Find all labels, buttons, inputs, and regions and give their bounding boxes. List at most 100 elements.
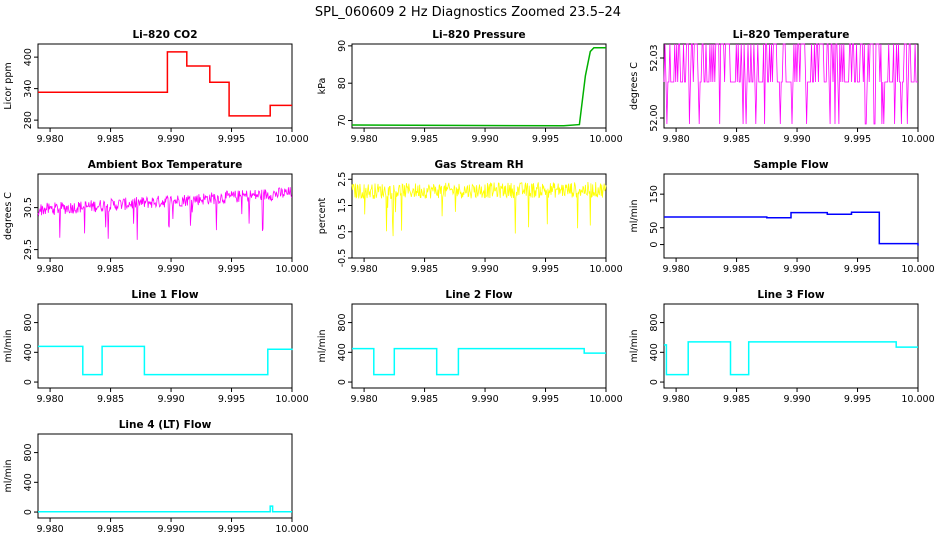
x-tick-label: 9.980 <box>662 264 689 275</box>
y-tick-label: 0.5 <box>337 224 348 239</box>
x-tick-label: 9.995 <box>532 394 559 405</box>
plot-frame <box>663 173 919 259</box>
panel-title: Li–820 CO2 <box>132 29 197 41</box>
x-tick-label: 10.000 <box>275 524 308 535</box>
series-line <box>352 347 606 376</box>
x-tick-label: 9.985 <box>411 264 438 275</box>
plot-frame <box>351 303 607 389</box>
y-tick-label: -0.5 <box>337 249 348 268</box>
x-tick-label: 9.985 <box>411 134 438 145</box>
plot-frame <box>37 433 293 519</box>
x-tick-label: 9.985 <box>723 394 750 405</box>
panel-line-4-lt-flow: Line 4 (LT) Flow ml/min 9.980 9.985 9.990 9.9… <box>3 419 309 535</box>
y-axis-label: ml/min <box>317 329 328 362</box>
x-tick-label: 10.000 <box>275 394 308 405</box>
x-tick-label: 10.000 <box>275 264 308 275</box>
plot-frame <box>37 43 293 129</box>
x-tick-label: 9.990 <box>783 264 810 275</box>
y-tick-label: 0 <box>649 242 660 248</box>
y-tick-label: 0 <box>23 509 34 515</box>
y-tick-label: 800 <box>23 444 34 462</box>
y-axis-label: ml/min <box>629 329 640 362</box>
x-tick-label: 10.000 <box>589 394 622 405</box>
panel-title: Li–820 Temperature <box>733 29 850 41</box>
y-tick-label: 400 <box>23 343 34 361</box>
x-tick-label: 10.000 <box>901 264 934 275</box>
panel-title: Gas Stream RH <box>434 159 523 171</box>
x-tick-label: 9.995 <box>218 524 245 535</box>
x-tick-label: 9.985 <box>97 524 124 535</box>
y-tick-label: 29.5 <box>23 239 34 260</box>
x-tick-label: 9.995 <box>532 264 559 275</box>
y-axis-label: ml/min <box>629 199 640 232</box>
y-tick-label: 80 <box>337 77 348 89</box>
y-tick-label: 0 <box>337 379 348 385</box>
y-axis-label: Licor ppm <box>3 62 14 109</box>
x-tick-label: 9.980 <box>662 134 689 145</box>
y-axis-label: percent <box>317 198 328 235</box>
plot-frame <box>351 173 607 259</box>
y-tick-label: 2.5 <box>337 172 348 187</box>
x-tick-label: 9.995 <box>844 134 871 145</box>
plot-frame <box>663 303 919 389</box>
x-tick-label: 10.000 <box>275 134 308 145</box>
plot-frame <box>351 43 607 129</box>
x-tick-label: 9.980 <box>36 134 63 145</box>
y-axis-label: ml/min <box>3 459 14 492</box>
panel-li-820-pressure: Li–820 Pressure kPa 9.980 9.985 9.990 9.995 10… <box>317 29 623 145</box>
panel-li-820-co2: Li–820 CO2 Licor ppm 9.980 9.985 9.990 9.995 1… <box>3 29 309 145</box>
y-tick-label: 280 <box>23 111 34 129</box>
plot-frame <box>37 173 293 259</box>
y-tick-label: 30.5 <box>23 197 34 218</box>
panel-sample-flow: Sample Flow ml/min 9.980 9.985 9.990 9.995 10.… <box>629 159 935 275</box>
x-tick-label: 9.995 <box>844 264 871 275</box>
x-tick-label: 9.980 <box>350 394 377 405</box>
y-tick-label: 340 <box>23 80 34 98</box>
panel-title: Line 3 Flow <box>757 289 824 301</box>
panel-gas-stream-rh: Gas Stream RH percent 9.980 9.985 9.990 9.995… <box>317 159 623 275</box>
y-tick-label: 800 <box>337 314 348 332</box>
x-tick-label: 9.990 <box>157 524 184 535</box>
x-tick-label: 9.985 <box>411 394 438 405</box>
y-axis-label: degrees C <box>3 192 14 240</box>
panel-title: Line 2 Flow <box>445 289 512 301</box>
x-tick-label: 9.980 <box>36 524 63 535</box>
x-tick-label: 9.990 <box>471 134 498 145</box>
y-tick-label: 50 <box>649 222 660 234</box>
panel-li-820-temperature: Li–820 Temperature degrees C 9.980 9.985 9.9… <box>629 29 935 145</box>
y-tick-label: 52.03 <box>649 44 660 71</box>
series-line <box>351 181 607 237</box>
y-tick-label: 800 <box>649 314 660 332</box>
x-tick-label: 9.995 <box>532 134 559 145</box>
x-tick-label: 9.990 <box>783 394 810 405</box>
x-tick-label: 9.995 <box>844 394 871 405</box>
x-tick-label: 9.990 <box>157 394 184 405</box>
series-line <box>664 211 919 246</box>
x-tick-label: 9.985 <box>723 264 750 275</box>
x-tick-label: 9.985 <box>723 134 750 145</box>
y-tick-label: 150 <box>649 185 660 203</box>
panel-title: Line 4 (LT) Flow <box>119 419 212 431</box>
x-tick-label: 9.985 <box>97 134 124 145</box>
x-tick-label: 9.985 <box>97 264 124 275</box>
series-line <box>664 341 918 376</box>
y-tick-label: 400 <box>23 48 34 66</box>
series-line <box>38 505 292 513</box>
x-tick-label: 10.000 <box>901 134 934 145</box>
panel-line-2-flow: Line 2 Flow ml/min 9.980 9.985 9.990 9.995 10.… <box>317 289 623 405</box>
series-line <box>663 43 918 125</box>
x-tick-label: 9.990 <box>157 264 184 275</box>
x-tick-label: 9.980 <box>36 264 63 275</box>
y-tick-label: 1.5 <box>337 198 348 213</box>
x-tick-label: 9.990 <box>471 264 498 275</box>
panel-ambient-box-temperature: Ambient Box Temperature degrees C 9.980 9.9… <box>3 159 309 275</box>
x-tick-label: 9.990 <box>783 134 810 145</box>
series-line <box>37 187 293 240</box>
y-tick-label: 400 <box>337 343 348 361</box>
x-tick-label: 9.980 <box>350 264 377 275</box>
x-tick-label: 9.990 <box>157 134 184 145</box>
panel-line-1-flow: Line 1 Flow ml/min 9.980 9.985 9.990 9.995 10.… <box>3 289 309 405</box>
y-tick-label: 0 <box>649 379 660 385</box>
panel-line-3-flow: Line 3 Flow ml/min 9.980 9.985 9.990 9.995 10.… <box>629 289 935 405</box>
